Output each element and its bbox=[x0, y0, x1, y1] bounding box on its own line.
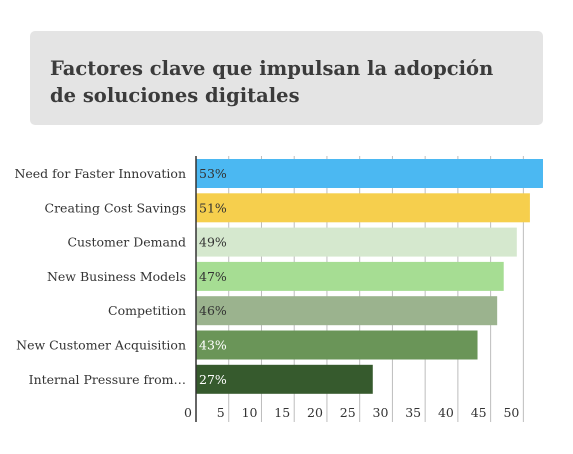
x-tick-label: 30 bbox=[373, 405, 389, 420]
category-label: Need for Faster Innovation bbox=[14, 166, 186, 181]
data-label: 46% bbox=[199, 303, 227, 318]
x-tick-label: 25 bbox=[340, 405, 356, 420]
bar bbox=[196, 159, 543, 188]
bars bbox=[196, 159, 543, 394]
data-label: 47% bbox=[199, 269, 227, 284]
bar bbox=[196, 193, 530, 223]
bar bbox=[196, 364, 373, 394]
data-label: 51% bbox=[199, 200, 227, 215]
x-tick-label: 0 bbox=[184, 405, 192, 420]
category-label: Internal Pressure from… bbox=[29, 372, 186, 387]
x-tick-label: 35 bbox=[405, 405, 421, 420]
x-tick-label: 50 bbox=[503, 405, 519, 420]
bar bbox=[196, 227, 517, 257]
chart-title: Factores clave que impulsan la adopción … bbox=[50, 57, 494, 107]
x-tick-label: 15 bbox=[274, 405, 290, 420]
category-label: New Customer Acquisition bbox=[16, 338, 186, 353]
data-label: 43% bbox=[199, 338, 227, 353]
x-tick-label: 5 bbox=[217, 405, 225, 420]
labels: 0 5 10 15 20 25 30 35 40 45 50 Need for Faster Inno… bbox=[14, 166, 519, 420]
x-tick-label: 10 bbox=[242, 405, 258, 420]
x-tick-label: 20 bbox=[307, 405, 323, 420]
bar bbox=[196, 296, 498, 326]
data-label: 49% bbox=[199, 235, 227, 250]
data-label: 27% bbox=[199, 372, 227, 387]
data-label: 53% bbox=[199, 166, 227, 181]
x-tick-label: 40 bbox=[438, 405, 454, 420]
bar bbox=[196, 330, 478, 360]
category-label: Competition bbox=[108, 303, 186, 318]
category-label: Creating Cost Savings bbox=[45, 200, 186, 215]
category-label: New Business Models bbox=[47, 269, 186, 284]
category-label: Customer Demand bbox=[67, 235, 186, 250]
title-panel: Factores clave que impulsan la adopción … bbox=[30, 31, 543, 125]
bar bbox=[196, 261, 504, 291]
x-tick-label: 45 bbox=[471, 405, 487, 420]
